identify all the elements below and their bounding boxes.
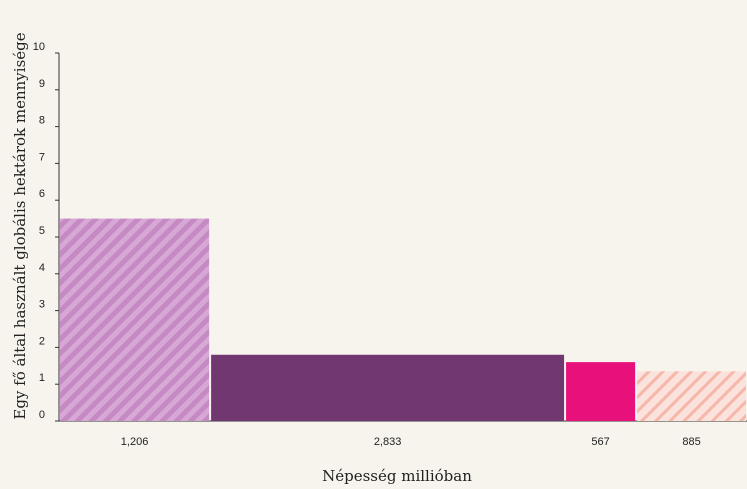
x-category-label: 885 bbox=[682, 436, 700, 448]
y-tick-label: 7 bbox=[39, 151, 45, 163]
x-category-label: 2,833 bbox=[374, 436, 402, 448]
bar bbox=[566, 362, 636, 421]
y-tick-label: 4 bbox=[39, 262, 45, 274]
bar bbox=[211, 354, 565, 421]
y-tick-label: 9 bbox=[39, 78, 45, 90]
y-tick-label: 6 bbox=[39, 188, 45, 200]
bars bbox=[60, 218, 746, 421]
x-category-label: 1,206 bbox=[121, 436, 149, 448]
y-tick-label: 5 bbox=[39, 225, 45, 237]
bar bbox=[637, 371, 746, 421]
y-ticks: 0 1 2 3 4 5 6 7 8 9 10 bbox=[33, 41, 59, 422]
y-axis-title: Egy fő által használt globális hektárok … bbox=[11, 32, 29, 419]
bar bbox=[60, 218, 210, 421]
x-category-label: 567 bbox=[591, 436, 609, 448]
y-tick-label: 8 bbox=[39, 115, 45, 127]
y-tick-label: 1 bbox=[39, 372, 45, 384]
x-axis-title: Népesség millióban bbox=[322, 467, 472, 485]
x-category-labels: 1,206 2,833 567 885 bbox=[121, 436, 701, 448]
y-tick-label: 0 bbox=[39, 409, 45, 421]
y-tick-label: 3 bbox=[39, 299, 45, 311]
y-tick-label: 2 bbox=[39, 335, 45, 347]
y-tick-label: 10 bbox=[33, 41, 45, 53]
